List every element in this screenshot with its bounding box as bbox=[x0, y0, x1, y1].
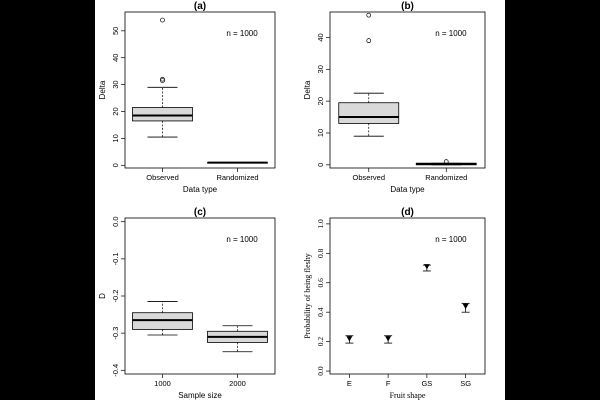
panel-d: (d) n = 1000 0.0 0.2 0.4 0.6 0.8 1.0 E F GS SG Fruit… bbox=[303, 207, 486, 400]
x-tick-label: 2000 bbox=[229, 379, 246, 388]
y-tick-label: 0.0 bbox=[316, 366, 325, 376]
panel-c: (c) n = 1000 0.0 -0.1 -0.2 -0.3 -0.4 1000 2000 Sa… bbox=[98, 207, 276, 400]
y-tick-label: 20 bbox=[316, 97, 325, 105]
data-point-marker bbox=[346, 336, 353, 342]
y-tick-label: 0 bbox=[316, 163, 325, 167]
y-tick-label: 40 bbox=[316, 33, 325, 41]
y-tick-label: 0.4 bbox=[316, 307, 325, 317]
x-tick-label: Observed bbox=[352, 173, 385, 182]
data-point-marker bbox=[462, 303, 469, 310]
outlier-point bbox=[160, 76, 165, 82]
outlier-point bbox=[443, 159, 449, 164]
outlier-point bbox=[366, 12, 372, 18]
y-tick-label: 50 bbox=[111, 27, 120, 35]
chart-svg: (a) n = 1000 0 10 20 30 40 50 Observed Randomized… bbox=[98, 1, 486, 400]
x-tick-label: SG bbox=[460, 379, 471, 388]
data-point-marker bbox=[385, 336, 392, 342]
annotation-text: n = 1000 bbox=[435, 235, 467, 244]
x-tick-label: GS bbox=[421, 379, 432, 388]
y-axis-label: D bbox=[98, 293, 107, 299]
y-axis-label: Delta bbox=[98, 80, 107, 99]
x-tick-label: F bbox=[386, 379, 391, 388]
data-point-marker bbox=[423, 264, 430, 270]
annotation-text: n = 1000 bbox=[226, 235, 258, 244]
panel-title: (a) bbox=[194, 1, 206, 12]
box-1 bbox=[415, 159, 477, 166]
plot-frame bbox=[329, 217, 486, 375]
x-axis-label: Fruit shape bbox=[390, 391, 426, 400]
plot-frame bbox=[124, 11, 276, 169]
iqr-box bbox=[132, 107, 193, 122]
y-tick-label: 0.0 bbox=[111, 216, 120, 226]
y-tick-label: -0.4 bbox=[111, 364, 120, 377]
x-axis-label: Sample size bbox=[178, 391, 222, 400]
annotation-text: n = 1000 bbox=[435, 29, 467, 38]
plot-frame bbox=[329, 11, 486, 169]
y-tick-label: 30 bbox=[111, 80, 120, 88]
x-tick-label: Randomized bbox=[216, 173, 258, 182]
panel-b: (b) n = 1000 0 10 20 30 40 Observed RandomizedDa… bbox=[303, 1, 486, 194]
figure: (a) n = 1000 0 10 20 30 40 50 Observed Randomized… bbox=[95, 0, 505, 400]
panel-a: (a) n = 1000 0 10 20 30 40 50 Observed Randomized… bbox=[98, 1, 276, 194]
y-axis-label: Delta bbox=[303, 80, 312, 99]
point-3 bbox=[461, 302, 470, 313]
x-axis-label: Data type bbox=[183, 185, 218, 194]
point-2 bbox=[422, 264, 431, 272]
box-0 bbox=[132, 301, 193, 336]
y-tick-label: 20 bbox=[111, 107, 120, 115]
point-1 bbox=[384, 335, 393, 344]
box-1 bbox=[207, 325, 268, 353]
y-tick-label: 0.2 bbox=[316, 337, 325, 347]
y-tick-label: -0.1 bbox=[111, 252, 120, 265]
y-tick-label: 0.8 bbox=[316, 248, 325, 258]
outlier-point bbox=[160, 17, 165, 23]
box-0 bbox=[338, 12, 400, 137]
y-tick-label: 0 bbox=[111, 163, 120, 167]
box-0 bbox=[132, 17, 193, 138]
y-tick-label: 10 bbox=[111, 134, 120, 142]
iqr-box bbox=[338, 102, 400, 124]
panel-title: (c) bbox=[194, 207, 206, 218]
panel-title: (d) bbox=[401, 207, 414, 218]
y-tick-label: 1.0 bbox=[316, 219, 325, 229]
x-tick-label: E bbox=[347, 379, 352, 388]
point-0 bbox=[345, 335, 354, 344]
x-tick-label: Randomized bbox=[425, 173, 467, 182]
box-1 bbox=[207, 161, 268, 164]
y-tick-label: 0.6 bbox=[316, 278, 325, 288]
outlier-point bbox=[160, 78, 165, 83]
x-axis-label: Data type bbox=[390, 185, 425, 194]
x-tick-label: Observed bbox=[146, 173, 179, 182]
outlier-point bbox=[366, 38, 372, 44]
y-tick-label: 40 bbox=[111, 54, 120, 62]
y-tick-label: -0.2 bbox=[111, 290, 120, 303]
x-tick-label: 1000 bbox=[154, 379, 171, 388]
y-axis-label: Probability of being fleshy bbox=[303, 253, 312, 339]
y-tick-label: 10 bbox=[316, 129, 325, 137]
panel-title: (b) bbox=[401, 1, 414, 12]
y-tick-label: -0.3 bbox=[111, 327, 120, 340]
annotation-text: n = 1000 bbox=[226, 29, 258, 38]
y-tick-label: 30 bbox=[316, 65, 325, 73]
